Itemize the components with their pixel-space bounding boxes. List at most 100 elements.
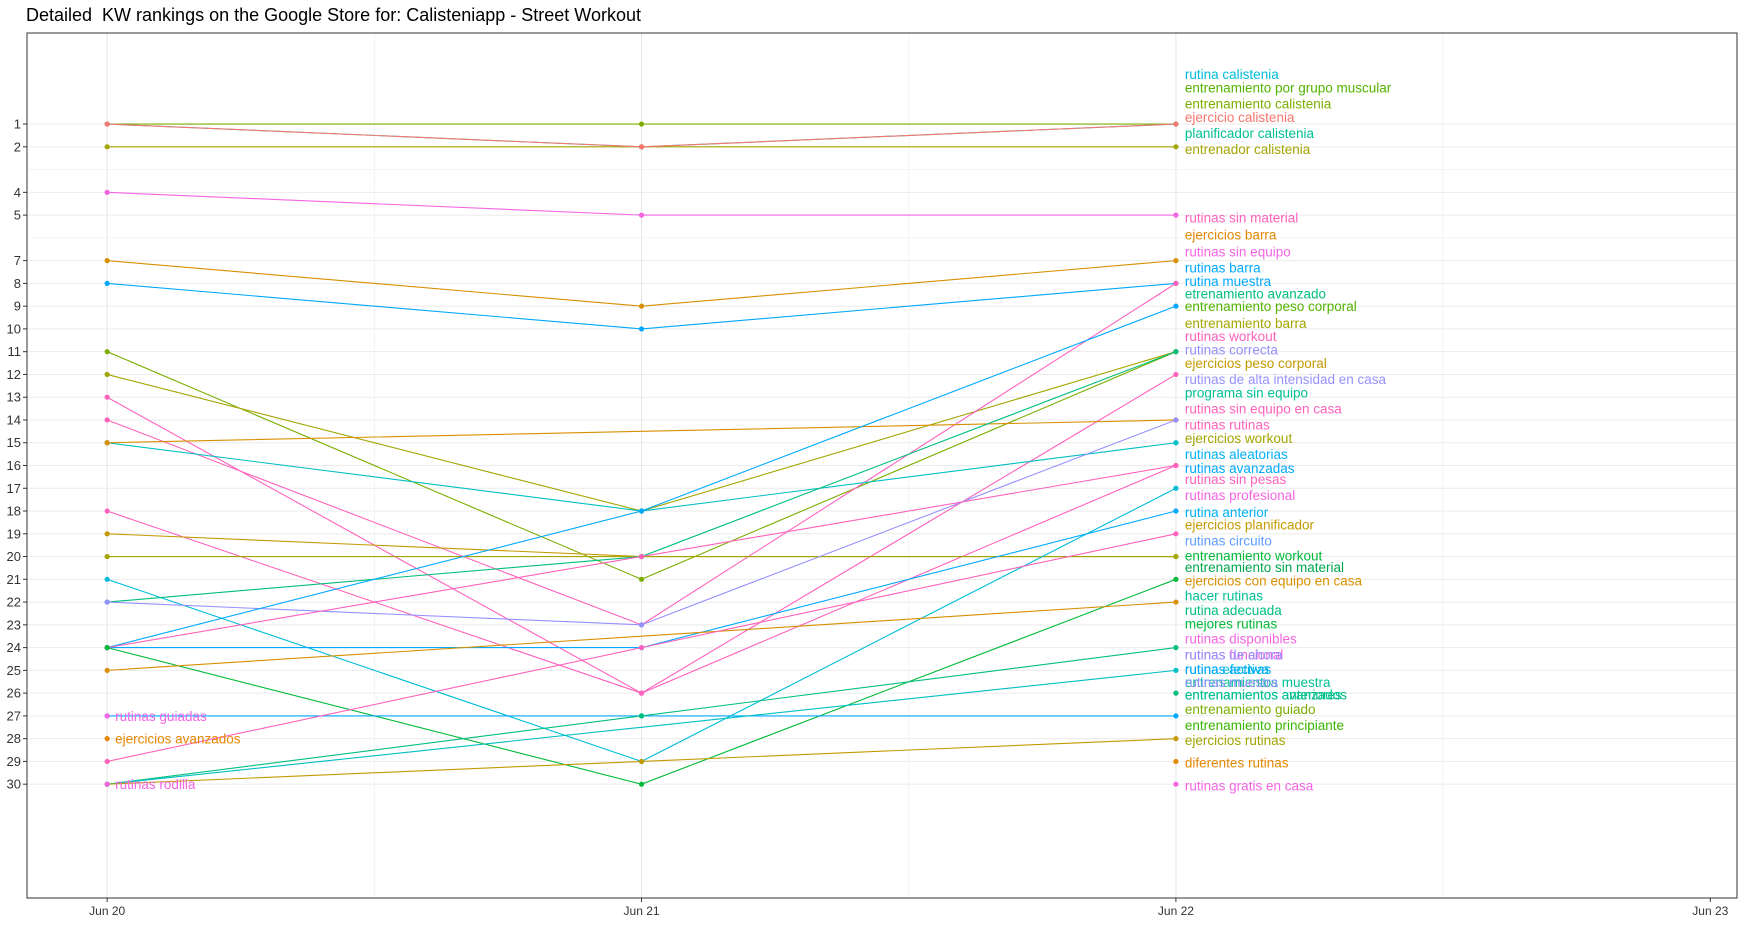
keyword-label-end: rutinas de alta intensidad en casa — [1185, 372, 1387, 387]
keyword-label-end: diferentes rutinas — [1185, 756, 1289, 771]
keyword-label-end: entrenamientos muestra — [1185, 675, 1331, 690]
keyword-label-end: ejercicio calistenia — [1185, 110, 1295, 125]
keyword-label-end: hacer rutinas — [1185, 588, 1263, 603]
series-line-24 — [107, 601, 1176, 671]
x-tick-label: Jun 20 — [89, 904, 125, 918]
y-tick-label: 18 — [7, 504, 21, 519]
keyword-label-start: rutinas guiadas — [115, 709, 207, 724]
keyword-label-end: planificador calistenia — [1185, 126, 1315, 141]
keyword-labels: rutinas guiadas ejercicios avanzados rutin… — [115, 67, 1392, 793]
data-point — [104, 667, 110, 673]
series-points — [104, 121, 1179, 787]
data-point — [1173, 121, 1179, 127]
y-tick-label: 26 — [7, 686, 21, 701]
data-point — [104, 144, 110, 150]
y-tick-label: 20 — [7, 549, 21, 564]
keyword-label-end: entrenamiento sin material — [1185, 560, 1344, 575]
data-point — [638, 121, 645, 127]
y-tick-label: 27 — [7, 708, 21, 723]
data-point — [638, 576, 645, 582]
keyword-label-end: programa sin equipo — [1185, 386, 1308, 401]
data-point — [638, 690, 645, 696]
keyword-label-end: rutinas muestra — [1185, 675, 1279, 690]
keyword-label-end: rutina calistenia — [1185, 67, 1279, 82]
keyword-label-end: rutinas profesional — [1185, 488, 1295, 503]
data-point — [104, 394, 110, 400]
keyword-label-end: mejores rutinas — [1185, 617, 1278, 632]
data-point — [1173, 667, 1179, 673]
data-point — [638, 326, 645, 332]
data-point — [104, 258, 110, 264]
y-tick-label: 10 — [7, 321, 21, 336]
data-point — [1173, 781, 1179, 787]
data-point — [1173, 371, 1179, 378]
keyword-label-start: ejercicios avanzados — [115, 732, 241, 747]
data-point — [1173, 576, 1179, 582]
keyword-label-end: rutinas disponibles — [1185, 632, 1297, 647]
series-line-13 — [107, 419, 1176, 444]
data-point — [1173, 258, 1179, 264]
keyword-label-end: rutinas circuito — [1185, 534, 1272, 549]
y-tick-label: 9 — [14, 299, 21, 314]
data-point — [638, 781, 645, 787]
keyword-label-end: entrenamiento workout — [1185, 548, 1323, 563]
data-point — [104, 371, 110, 378]
x-axis: Jun 20 Jun 21 Jun 22 Jun 23 — [89, 898, 1729, 918]
data-point — [104, 599, 110, 605]
keyword-label-end: rutina adecuada — [1185, 603, 1282, 618]
keyword-label-end: ejercicios con equipo en casa — [1185, 573, 1363, 588]
keyword-label-end: rutinas gratis en casa — [1185, 778, 1314, 793]
y-tick-label: 2 — [14, 139, 21, 154]
data-point — [104, 553, 110, 560]
data-point — [104, 417, 110, 423]
keyword-label-end: ejercicios peso corporal — [1185, 356, 1327, 371]
keyword-label-end: rutinas sin material — [1185, 210, 1298, 225]
data-point — [104, 645, 110, 651]
data-point — [638, 144, 645, 150]
keyword-label-end: rutinas de ahora — [1185, 647, 1283, 662]
keyword-label-end: rutina muestra — [1185, 274, 1272, 289]
keyword-label-end: ejercicios rutinas — [1185, 733, 1286, 748]
data-point — [638, 758, 645, 765]
data-point — [1173, 531, 1179, 537]
keyword-label-end: rutinas sin equipo — [1185, 245, 1291, 260]
keyword-label-end: ejercicios barra — [1185, 227, 1277, 242]
data-point — [638, 508, 645, 514]
data-point — [1173, 417, 1179, 423]
data-point — [638, 553, 645, 560]
y-tick-label: 16 — [7, 458, 21, 473]
y-tick-label: 21 — [7, 572, 21, 587]
data-point — [1173, 462, 1179, 469]
data-point — [638, 303, 645, 309]
keyword-label-end: entrenamientos anteriores — [1185, 687, 1342, 702]
keyword-label-end: entrenamiento peso corporal — [1185, 299, 1357, 314]
data-point — [638, 645, 645, 651]
data-point — [1173, 212, 1179, 218]
data-point — [1173, 736, 1179, 742]
keyword-label-end: entrenamiento principiante — [1185, 718, 1344, 733]
y-tick-label: 29 — [7, 754, 21, 769]
x-tick-label: Jun 22 — [1158, 904, 1194, 918]
data-point — [104, 713, 110, 719]
data-point — [104, 280, 110, 286]
keyword-label-end: entrenamiento por grupo muscular — [1185, 81, 1392, 96]
y-tick-label: 15 — [7, 435, 21, 450]
data-point — [104, 736, 110, 742]
data-point — [104, 349, 110, 355]
y-tick-label: 1 — [14, 117, 21, 132]
y-tick-label: 7 — [14, 253, 21, 268]
data-point — [1173, 280, 1179, 286]
x-tick-label: Jun 23 — [1692, 904, 1728, 918]
data-point — [104, 189, 110, 195]
data-point — [1173, 599, 1179, 605]
y-tick-label: 30 — [7, 777, 21, 792]
data-point — [1173, 485, 1179, 491]
keyword-label-end: rutina efectiva — [1185, 662, 1270, 677]
keyword-label-end: rutinas sin pesas — [1185, 472, 1287, 487]
x-tick-label: Jun 21 — [624, 904, 660, 918]
plot-panel-border — [26, 32, 1738, 899]
data-point — [1173, 144, 1179, 150]
keyword-label-end: entrenamiento calistenia — [1185, 97, 1332, 112]
keyword-label-end: entrenamiento barra — [1185, 316, 1307, 331]
